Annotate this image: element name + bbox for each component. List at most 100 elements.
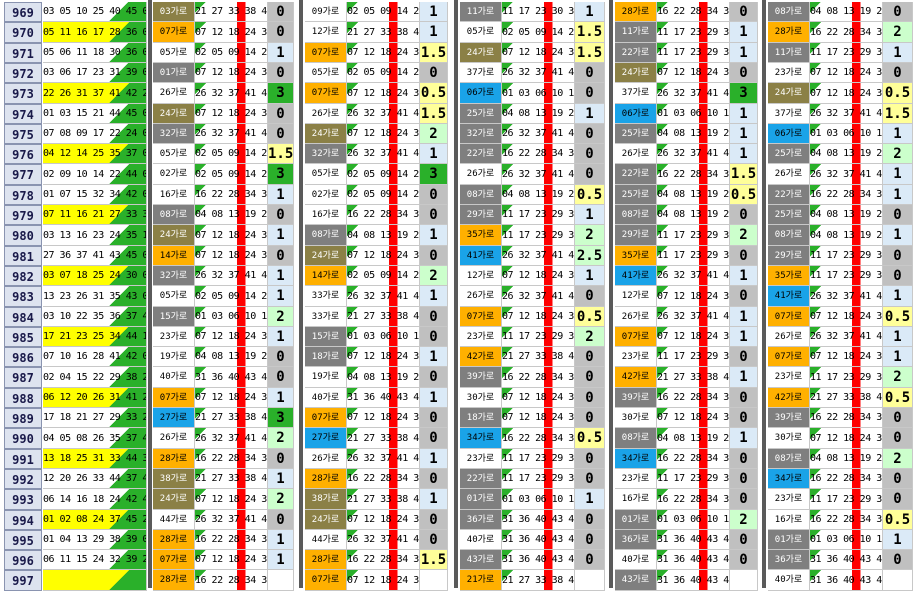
drawn-numbers-cell[interactable]: 03 13 16 23 24 35 14 [43,225,147,246]
panel-numbers-cell[interactable]: 07 12 18 24 30 [195,489,268,510]
panel-label-cell[interactable]: 26가로 [305,449,347,469]
panel-label-cell[interactable]: 30가로 [768,428,810,449]
panel-label-cell[interactable]: 40가로 [615,550,657,570]
panel-numbers-cell[interactable]: 07 12 18 24 30 [502,43,575,63]
panel-score-cell[interactable]: 1 [268,43,294,63]
panel-score-cell[interactable]: 1 [268,530,294,550]
panel-label-cell[interactable]: 40가로 [153,367,195,388]
panel-score-cell[interactable]: 1 [883,225,913,246]
panel-score-cell[interactable]: 0 [730,530,758,550]
panel-label-cell[interactable]: 24가로 [768,83,810,104]
panel-numbers-cell[interactable]: 21 27 33 38 42 [347,22,420,43]
panel-label-cell[interactable]: 08가로 [615,428,657,449]
panel-score-cell[interactable]: 1 [730,43,758,63]
panel-numbers-cell[interactable]: 26 32 37 41 44 [657,83,730,104]
panel-score-cell[interactable]: 1.5 [883,104,913,124]
panel-score-cell[interactable]: 1 [730,327,758,347]
panel-score-cell[interactable]: 1.5 [420,550,448,570]
panel-numbers-cell[interactable]: 16 22 28 34 38 [810,22,883,43]
drawn-numbers-cell[interactable]: 06 11 15 24 32 39 28 [43,550,147,570]
panel-score-cell[interactable]: 0 [268,2,294,22]
panel-numbers-cell[interactable]: 11 17 23 29 35 [657,225,730,246]
panel-numbers-cell[interactable]: 02 05 09 14 20 [195,164,268,185]
panel-numbers-cell[interactable]: 31 36 40 43 45 [810,570,883,591]
panel-score-cell[interactable]: 0 [268,246,294,266]
panel-score-cell[interactable]: 0.5 [575,185,605,205]
drawn-numbers-cell[interactable]: 03 10 22 35 36 37 44 [43,307,147,327]
drawn-numbers-cell[interactable]: 03 07 18 25 24 30 02 [43,266,147,286]
panel-numbers-cell[interactable]: 26 32 37 41 44 [195,83,268,104]
panel-score-cell[interactable]: 0 [575,530,605,550]
panel-numbers-cell[interactable]: 02 05 09 14 20 [195,144,268,164]
panel-label-cell[interactable]: 11가로 [615,22,657,43]
panel-score-cell[interactable]: 0 [420,469,448,489]
panel-label-cell[interactable]: 25가로 [460,104,502,124]
panel-numbers-cell[interactable]: 16 22 28 34 39 [657,164,730,185]
panel-label-cell[interactable]: 07가로 [305,83,347,104]
panel-label-cell[interactable]: 34가로 [460,428,502,449]
panel-label-cell[interactable]: 07가로 [768,307,810,327]
panel-score-cell[interactable]: 1 [268,225,294,246]
row-index[interactable]: 971 [4,43,42,63]
panel-label-cell[interactable]: 27가로 [153,408,195,428]
drawn-numbers-cell[interactable]: 17 18 21 27 29 33 26 [43,408,147,428]
panel-score-cell[interactable]: 0 [420,428,448,449]
panel-score-cell[interactable]: 0 [883,246,913,266]
panel-numbers-cell[interactable]: 26 32 37 41 44 [810,286,883,307]
panel-score-cell[interactable]: 1 [268,286,294,307]
panel-score-cell[interactable]: 2 [420,124,448,144]
panel-numbers-cell[interactable]: 21 27 33 38 42 [502,347,575,367]
panel-score-cell[interactable]: 0 [268,205,294,225]
panel-numbers-cell[interactable]: 11 17 23 29 35 [657,43,730,63]
panel-label-cell[interactable]: 01가로 [768,530,810,550]
panel-label-cell[interactable]: 22가로 [615,43,657,63]
panel-label-cell[interactable]: 37가로 [460,63,502,83]
panel-label-cell[interactable]: 16가로 [768,510,810,530]
panel-numbers-cell[interactable]: 11 17 23 29 35 [810,246,883,266]
panel-numbers-cell[interactable]: 16 22 28 34 39 [810,185,883,205]
panel-numbers-cell[interactable]: 07 12 18 24 30 [195,388,268,408]
panel-numbers-cell[interactable]: 02 05 09 14 20 [347,185,420,205]
panel-numbers-cell[interactable]: 01 03 06 10 15 [657,510,730,530]
panel-score-cell[interactable]: 0 [730,2,758,22]
panel-numbers-cell[interactable]: 16 22 28 34 39 [502,144,575,164]
drawn-numbers-cell[interactable]: 07 11 16 21 27 33 38 [43,205,147,225]
panel-numbers-cell[interactable]: 01 03 06 10 15 [347,327,420,347]
panel-numbers-cell[interactable]: 26 32 37 41 44 [502,124,575,144]
panel-label-cell[interactable]: 24가로 [153,489,195,510]
panel-label-cell[interactable]: 23가로 [768,489,810,510]
panel-label-cell[interactable]: 41가로 [768,286,810,307]
panel-label-cell[interactable]: 35가로 [460,225,502,246]
panel-numbers-cell[interactable]: 11 17 23 29 35 [502,225,575,246]
drawn-numbers-cell[interactable]: 01 07 15 32 34 42 08 [43,185,147,205]
panel-score-cell[interactable]: 0 [883,266,913,286]
panel-score-cell[interactable]: 0.5 [575,307,605,327]
panel-label-cell[interactable]: 12가로 [460,266,502,286]
panel-score-cell[interactable]: 0 [575,347,605,367]
panel-numbers-cell[interactable]: 07 12 18 24 30 [347,43,420,63]
panel-label-cell[interactable]: 28가로 [615,2,657,22]
panel-label-cell[interactable]: 23가로 [615,469,657,489]
panel-numbers-cell[interactable]: 07 12 18 24 30 [195,63,268,83]
panel-score-cell[interactable]: 0 [730,408,758,428]
panel-label-cell[interactable]: 33가로 [305,307,347,327]
row-index[interactable]: 978 [4,185,42,205]
panel-numbers-cell[interactable]: 31 36 40 43 45 [657,530,730,550]
panel-score-cell[interactable]: 0 [730,550,758,570]
panel-numbers-cell[interactable]: 07 12 18 24 30 [195,327,268,347]
row-index[interactable]: 970 [4,22,42,43]
row-index[interactable]: 975 [4,124,42,144]
panel-numbers-cell[interactable]: 26 32 37 41 44 [502,286,575,307]
panel-numbers-cell[interactable]: 07 12 18 24 30 [657,327,730,347]
panel-numbers-cell[interactable]: 21 27 33 38 42 [347,307,420,327]
panel-numbers-cell[interactable]: 02 05 09 14 20 [195,286,268,307]
panel-label-cell[interactable]: 06가로 [768,124,810,144]
panel-numbers-cell[interactable]: 26 32 37 41 44 [657,266,730,286]
panel-numbers-cell[interactable]: 26 32 37 41 44 [810,164,883,185]
panel-score-cell[interactable]: 1 [883,530,913,550]
panel-label-cell[interactable]: 15가로 [305,327,347,347]
panel-score-cell[interactable]: 0 [268,510,294,530]
panel-numbers-cell[interactable]: 04 08 13 19 25 [810,225,883,246]
panel-label-cell[interactable]: 25가로 [615,124,657,144]
panel-label-cell[interactable]: 23가로 [615,347,657,367]
